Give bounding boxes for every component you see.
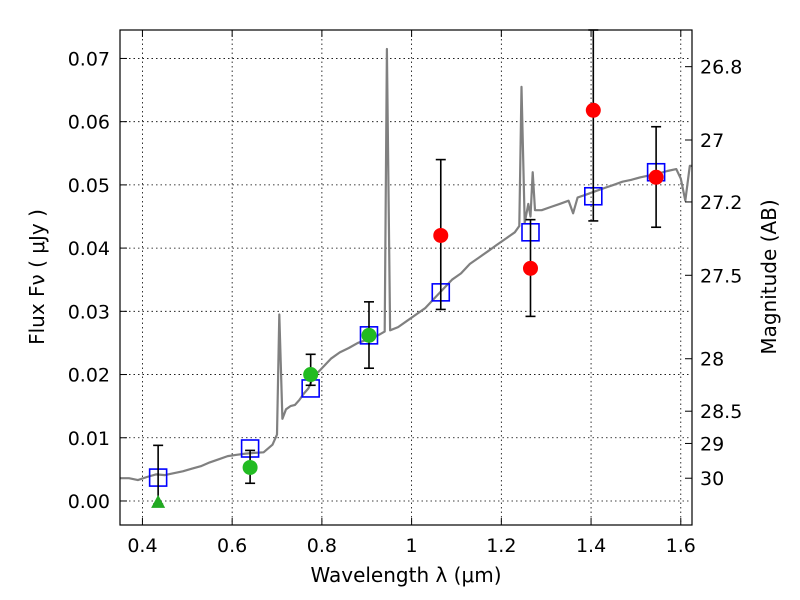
grid-layer bbox=[120, 30, 692, 525]
x-tick-label: 0.6 bbox=[217, 535, 247, 557]
right-tick-label: 26.8 bbox=[700, 57, 742, 79]
x-tick-label: 1.2 bbox=[486, 535, 516, 557]
y-tick-label: 0.04 bbox=[68, 238, 110, 260]
y-tick-label: 0.01 bbox=[68, 428, 110, 450]
x-tick-label: 1.6 bbox=[666, 535, 696, 557]
observed-point bbox=[361, 327, 377, 343]
right-tick-label: 28 bbox=[700, 349, 724, 371]
x-tick-label: 1.4 bbox=[576, 535, 606, 557]
data-layer bbox=[120, 29, 692, 508]
upper-limit-point bbox=[151, 494, 166, 508]
tick-layer: 0.4 0.6 0.8 1 1.2 1.4 1.6 0.00 0.01 0.02 0.03 0.04 0… bbox=[68, 30, 742, 557]
right-tick-label: 29 bbox=[700, 433, 724, 455]
x-axis-label: Wavelength λ (μm) bbox=[310, 563, 501, 587]
right-tick-label: 27.2 bbox=[700, 192, 742, 214]
x-tick-label: 1 bbox=[406, 535, 418, 557]
y-axis-label: Flux Fν ( μJy ) bbox=[25, 209, 49, 345]
right-tick-label: 27.5 bbox=[700, 265, 742, 287]
plot-frame bbox=[119, 29, 693, 526]
right-tick-label: 27 bbox=[700, 130, 724, 152]
observed-point bbox=[522, 260, 538, 276]
right-tick-label: 28.5 bbox=[700, 401, 742, 423]
y-tick-label: 0.00 bbox=[68, 491, 110, 513]
x-tick-label: 0.4 bbox=[127, 535, 157, 557]
y-tick-label: 0.02 bbox=[68, 365, 110, 387]
right-tick-label: 30 bbox=[700, 468, 724, 490]
y-tick-label: 0.03 bbox=[68, 301, 110, 323]
y-tick-label: 0.06 bbox=[68, 112, 110, 134]
observed-point bbox=[303, 367, 319, 383]
observed-point bbox=[648, 169, 664, 185]
x-tick-label: 0.8 bbox=[307, 535, 337, 557]
y-axis-right-label: Magnitude (AB) bbox=[757, 199, 781, 354]
observed-point bbox=[433, 227, 449, 243]
observed-point bbox=[242, 459, 258, 475]
y-tick-label: 0.07 bbox=[68, 48, 110, 70]
observed-point bbox=[585, 102, 601, 118]
y-tick-label: 0.05 bbox=[68, 175, 110, 197]
